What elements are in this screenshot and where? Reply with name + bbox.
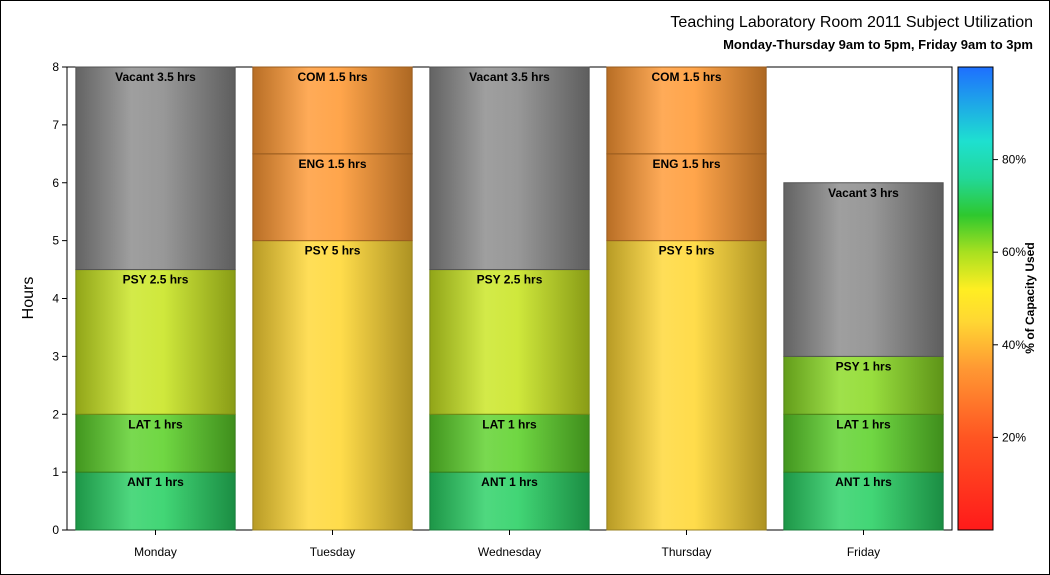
segment-label: ANT 1 hrs	[127, 475, 184, 489]
segment-label: PSY 5 hrs	[305, 244, 361, 258]
y-tick-label: 5	[52, 234, 59, 248]
segment-label: LAT 1 hrs	[836, 417, 891, 431]
segment-label: COM 1.5 hrs	[297, 70, 367, 84]
bar-segment	[75, 413, 236, 473]
x-tick-label: Thursday	[661, 545, 711, 559]
colorbar	[957, 66, 994, 531]
bar-segment	[783, 471, 944, 531]
segment-label: ANT 1 hrs	[835, 475, 892, 489]
y-tick-label: 0	[52, 523, 59, 537]
segment-label: Vacant 3.5 hrs	[115, 70, 196, 84]
bar-segment	[783, 182, 944, 357]
bar-segment	[429, 66, 590, 271]
bar-segment	[252, 66, 413, 155]
bar-segment	[783, 413, 944, 473]
segment-label: Vacant 3.5 hrs	[469, 70, 550, 84]
segment-label: ENG 1.5 hrs	[652, 157, 720, 171]
bar-segment	[429, 413, 590, 473]
bar-segment	[606, 153, 767, 242]
segment-label: ENG 1.5 hrs	[298, 157, 366, 171]
colorbar-tick-label: 80%	[1002, 153, 1026, 167]
segment-label: Vacant 3 hrs	[828, 186, 899, 200]
bar-segment	[252, 153, 413, 242]
x-tick-label: Monday	[134, 545, 177, 559]
chart-subtitle: Monday-Thursday 9am to 5pm, Friday 9am t…	[723, 37, 1033, 52]
y-tick-label: 6	[52, 176, 59, 190]
bar-segment	[252, 240, 413, 531]
segment-label: LAT 1 hrs	[128, 417, 183, 431]
y-axis-label: Hours	[20, 277, 37, 320]
segment-label: PSY 5 hrs	[659, 244, 715, 258]
x-tick-label: Wednesday	[478, 545, 541, 559]
chart-title: Teaching Laboratory Room 2011 Subject Ut…	[670, 14, 1033, 31]
segment-label: LAT 1 hrs	[482, 417, 537, 431]
bar-segment	[75, 66, 236, 271]
y-tick-label: 2	[52, 407, 59, 421]
y-tick-label: 4	[52, 292, 59, 306]
segment-label: COM 1.5 hrs	[651, 70, 721, 84]
segment-label: PSY 2.5 hrs	[477, 273, 543, 287]
bar-segment	[75, 471, 236, 531]
bar-segment	[606, 66, 767, 155]
y-tick-label: 7	[52, 118, 59, 132]
bar-segment	[429, 269, 590, 415]
x-tick-label: Tuesday	[310, 545, 356, 559]
colorbar-tick-label: 60%	[1002, 245, 1026, 259]
colorbar-label: % of Capacity Used	[1023, 242, 1037, 353]
segment-label: ANT 1 hrs	[481, 475, 538, 489]
colorbar-tick-label: 20%	[1002, 430, 1026, 444]
x-tick-label: Friday	[847, 545, 880, 559]
y-tick-label: 1	[52, 465, 59, 479]
bar-segment	[606, 240, 767, 531]
y-tick-label: 3	[52, 349, 59, 363]
colorbar-tick-label: 40%	[1002, 338, 1026, 352]
bar-segment	[75, 269, 236, 415]
segment-label: PSY 2.5 hrs	[123, 273, 189, 287]
bar-segment	[783, 355, 944, 415]
y-tick-label: 8	[52, 60, 59, 74]
segment-label: PSY 1 hrs	[836, 359, 892, 373]
